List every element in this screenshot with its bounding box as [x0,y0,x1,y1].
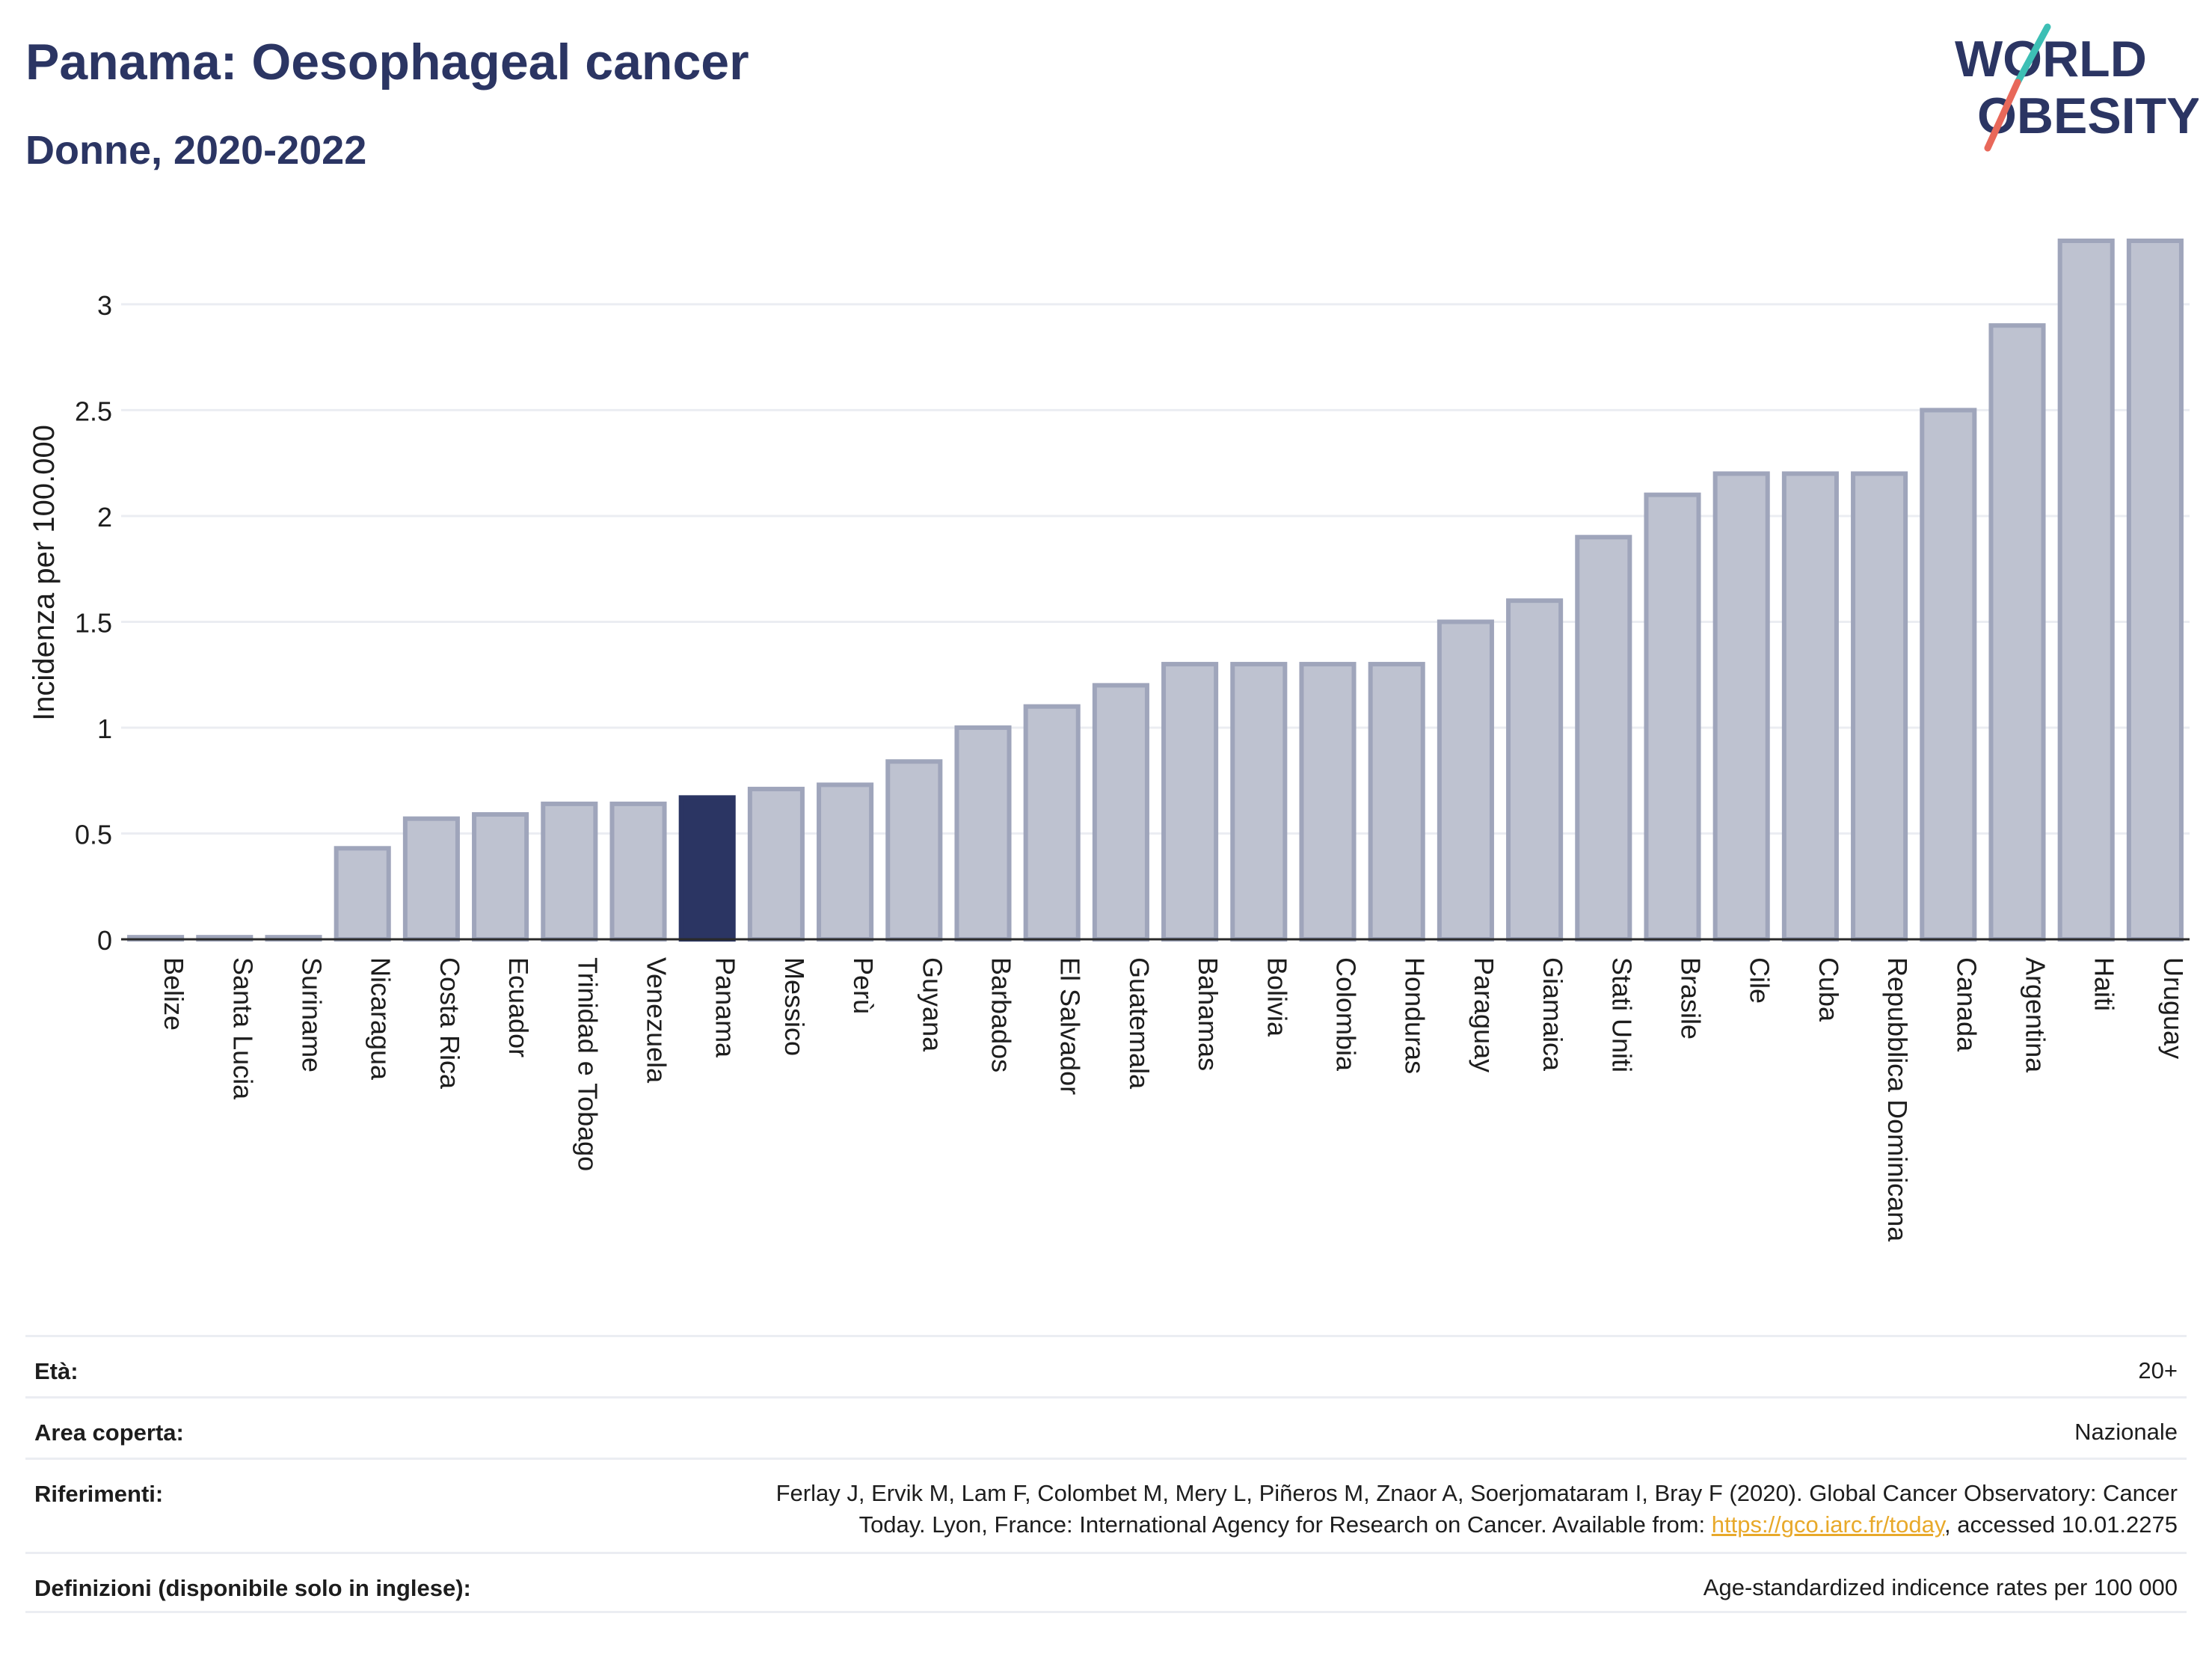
bar-colombia [1299,662,1357,942]
bar-argentina [1988,323,2046,942]
bar-bahamas [1161,662,1219,942]
x-tick-label: Messico [779,957,810,1056]
y-tick-label: 2 [97,502,112,532]
bar-panama [678,795,736,942]
references-value: Ferlay J, Ervik M, Lam F, Colombet M, Me… [776,1460,2178,1541]
x-tick-label: Belize [159,957,189,1031]
bar-nicaragua [334,846,391,942]
references-text-line1: Ferlay J, Ervik M, Lam F, Colombet M, Me… [775,1480,2178,1506]
info-row-area: Area coperta: Nazionale [25,1396,2187,1458]
y-tick-label: 1.5 [75,607,112,638]
bar-messico [747,787,805,942]
bar-repubblica-dominicana [1851,471,1908,942]
x-tick-label: Repubblica Dominicana [1882,957,1913,1242]
x-tick-label: Cile [1745,957,1775,1004]
bar-ecuador [472,812,529,942]
info-row-definitions: Definizioni (disponibile solo in inglese… [25,1552,2187,1613]
bar-paraguay [1437,619,1494,942]
y-tick-label: 2.5 [75,396,112,426]
x-tick-label: Trinidad e Tobago [572,957,603,1171]
age-value: 20+ [2138,1357,2178,1384]
info-row-age: Età: 20+ [25,1335,2187,1396]
x-tick-label: Panama [710,957,741,1058]
grid-layer [121,303,2190,835]
x-tick-label: Perù [848,957,879,1014]
x-tick-label: Guyana [917,957,947,1052]
bar-cuba [1781,471,1839,942]
area-value: Nazionale [2074,1419,2178,1445]
x-tick-label: Bolivia [1262,957,1292,1037]
bar-haiti [2057,239,2115,942]
x-tick-label: Cuba [1813,957,1844,1022]
y-axis-label: Incidenza per 100.000 [28,425,61,721]
logo-word-world: WORLD [1955,31,2147,87]
bar-trinidad-e-tobago [541,801,598,942]
info-table: Età: 20+ Area coperta: Nazionale Riferim… [25,1335,2187,1613]
chart-subtitle: Donne, 2020-2022 [25,128,367,173]
x-tick-label: Nicaragua [366,957,396,1081]
bar-cile [1712,471,1770,942]
age-label: Età: [34,1358,79,1384]
bar-brasile [1644,492,1701,942]
area-label: Area coperta: [34,1419,184,1446]
bar-giamaica [1506,598,1564,942]
x-tick-label: Colombia [1331,957,1362,1072]
x-tick-label: Stati Uniti [1606,957,1637,1072]
x-tick-label: Paraguay [1469,957,1499,1072]
x-tick-label: Argentina [2021,957,2051,1073]
chart-title: Panama: Oesophageal cancer [25,34,749,90]
bar-chart: 0 0.5 1 1.5 2 2.5 3 Belize Santa Lucia Suriname N… [28,239,2190,1242]
y-tick-label: 3 [97,290,112,321]
x-tick-label: Suriname [297,957,328,1072]
world-obesity-logo: WORLD OBESITY [1955,23,2199,152]
bar-venezuela [609,801,667,942]
bar-costa-rica [402,816,460,942]
definitions-value: Age-standardized indicence rates per 100… [1703,1574,2178,1600]
bar-el-salvador [1023,704,1081,942]
definitions-label: Definizioni (disponibile solo in inglese… [34,1575,471,1601]
bar-guatemala [1092,683,1149,942]
x-tick-labels: Belize Santa Lucia Suriname Nicaragua Costa … [159,957,2189,1242]
x-tick-label: Haiti [2089,957,2120,1011]
bar-stati-uniti [1575,535,1632,942]
x-tick-label: Uruguay [2158,957,2189,1059]
y-tick-label: 0.5 [75,819,112,850]
x-tick-label: Brasile [1676,957,1706,1040]
references-text-line2b: , accessed 10.01.2275 [1944,1511,2178,1538]
x-tick-label: Costa Rica [434,957,465,1090]
x-tick-label: Ecuador [503,957,534,1057]
x-tick-label: Canada [1951,957,1982,1052]
bar-honduras [1368,662,1425,942]
x-tick-label: Santa Lucia [227,957,258,1100]
y-tick-labels: 0 0.5 1 1.5 2 2.5 3 [75,290,112,956]
bar-guyana [885,759,943,942]
info-row-references: Riferimenti: Ferlay J, Ervik M, Lam F, C… [25,1458,2187,1552]
y-tick-label: 0 [97,925,112,956]
bar-per- [817,782,874,942]
x-tick-label: Bahamas [1193,957,1223,1071]
logo-slash-teal [2014,23,2051,86]
references-label: Riferimenti: [34,1481,164,1507]
bar-canada [1920,408,1977,942]
x-tick-label: Guatemala [1124,957,1155,1090]
x-tick-label: Giamaica [1537,957,1568,1072]
bar-barbados [954,725,1012,942]
bar-uruguay [2126,239,2184,942]
references-text-line2a: Today. Lyon, France: International Agenc… [858,1511,1712,1538]
x-tick-label: Barbados [986,957,1017,1072]
bars [127,239,2184,942]
logo-slash-coral [1984,79,2021,152]
bar-bolivia [1230,662,1288,942]
x-tick-label: El Salvador [1055,957,1086,1095]
x-tick-label: Venezuela [642,957,672,1084]
x-tick-label: Honduras [1400,957,1431,1074]
y-tick-label: 1 [97,713,112,744]
references-link[interactable]: https://gco.iarc.fr/today [1711,1511,1945,1538]
